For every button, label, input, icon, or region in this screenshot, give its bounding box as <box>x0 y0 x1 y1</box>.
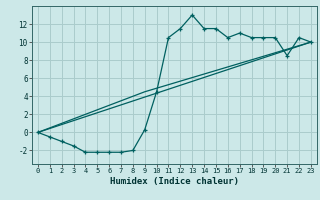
X-axis label: Humidex (Indice chaleur): Humidex (Indice chaleur) <box>110 177 239 186</box>
